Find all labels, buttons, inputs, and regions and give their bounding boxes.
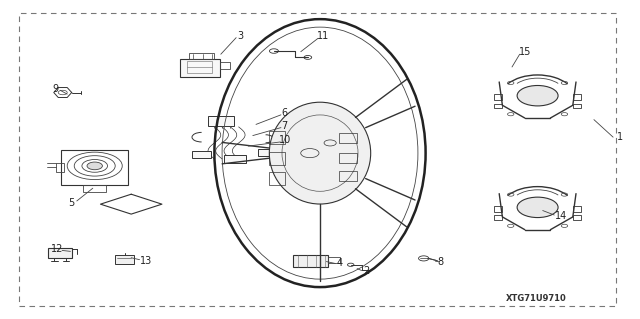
Bar	[220, 62, 230, 69]
Circle shape	[517, 85, 558, 106]
Text: 9: 9	[52, 84, 59, 94]
Bar	[293, 255, 328, 267]
Bar	[208, 116, 234, 126]
Circle shape	[517, 197, 558, 218]
Text: 1: 1	[616, 132, 623, 142]
Bar	[83, 185, 106, 192]
Bar	[573, 94, 581, 100]
Bar	[573, 104, 581, 108]
Bar	[339, 153, 356, 163]
Bar	[269, 172, 285, 185]
Bar	[269, 131, 285, 144]
Bar	[61, 150, 128, 185]
Text: 11: 11	[317, 31, 330, 41]
Text: 10: 10	[278, 135, 291, 145]
Bar	[48, 248, 72, 258]
Bar	[269, 152, 285, 165]
Text: 4: 4	[336, 258, 342, 269]
Text: 15: 15	[518, 47, 531, 57]
Bar	[494, 104, 502, 108]
Bar	[573, 206, 581, 212]
Text: 3: 3	[237, 31, 243, 41]
Bar	[339, 133, 356, 143]
Text: 14: 14	[554, 211, 567, 221]
Bar	[189, 53, 214, 59]
Bar	[573, 215, 581, 220]
Text: 8: 8	[437, 256, 444, 267]
Circle shape	[87, 162, 102, 170]
Text: 6: 6	[282, 108, 288, 118]
Text: 7: 7	[282, 121, 288, 131]
Bar	[56, 163, 64, 172]
Bar	[224, 155, 246, 163]
Text: 5: 5	[68, 197, 75, 208]
Text: 12: 12	[51, 244, 64, 255]
Bar	[494, 206, 502, 212]
Bar	[494, 215, 502, 220]
Bar	[187, 61, 212, 73]
Bar	[494, 94, 502, 100]
Bar	[328, 257, 340, 263]
Bar	[339, 171, 356, 181]
Ellipse shape	[269, 102, 371, 204]
Bar	[180, 59, 220, 77]
Bar	[192, 151, 211, 158]
Text: 13: 13	[140, 256, 152, 266]
Text: XTG71U9710: XTG71U9710	[506, 294, 566, 303]
Text: 2: 2	[363, 265, 369, 276]
Bar	[115, 255, 134, 264]
Bar	[258, 149, 276, 156]
